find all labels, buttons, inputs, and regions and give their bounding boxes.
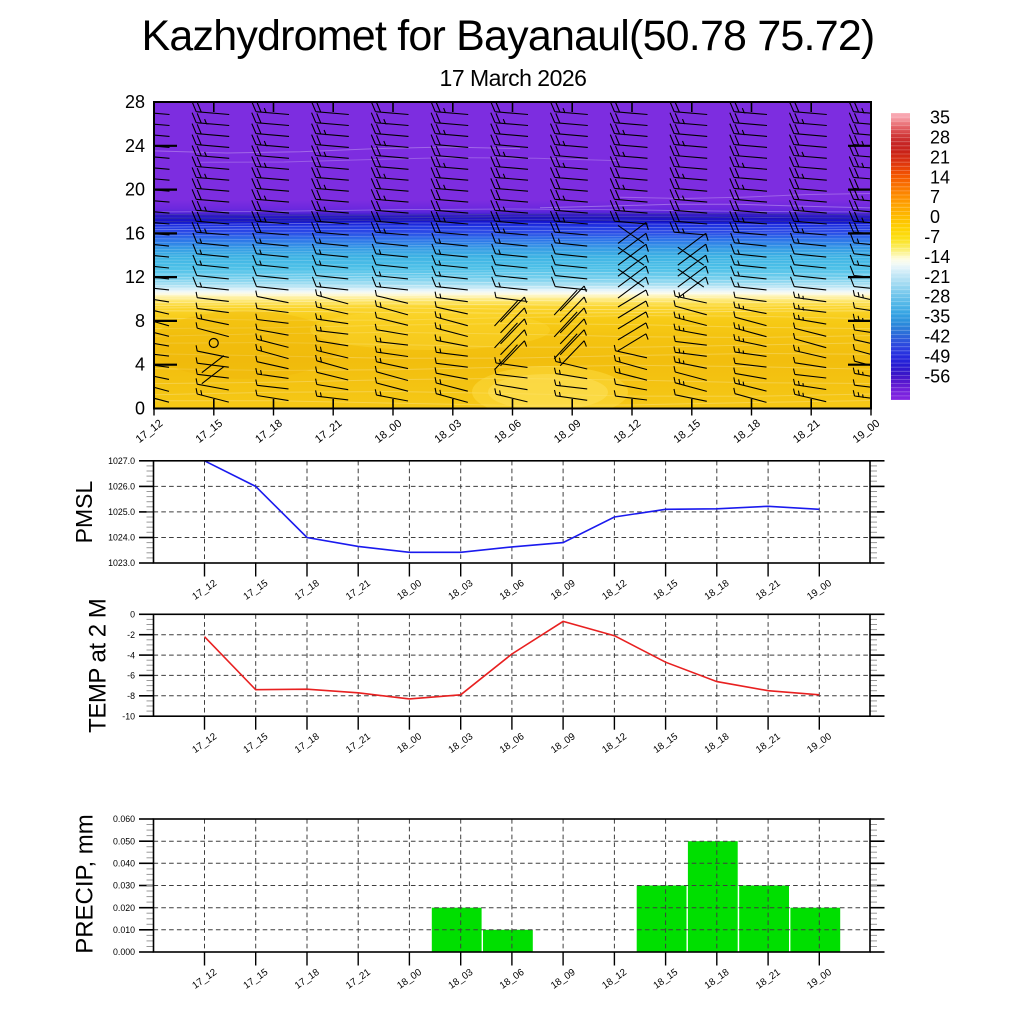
- svg-text:-35: -35: [924, 307, 950, 327]
- svg-text:14: 14: [930, 167, 950, 187]
- svg-text:0.060: 0.060: [113, 814, 135, 824]
- svg-text:-42: -42: [924, 327, 950, 347]
- svg-text:1025.0: 1025.0: [108, 507, 135, 517]
- svg-text:TEMP at 2 M: TEMP at 2 M: [85, 599, 112, 733]
- svg-text:28: 28: [125, 92, 145, 112]
- svg-text:-8: -8: [127, 691, 135, 701]
- svg-text:1023.0: 1023.0: [108, 558, 135, 568]
- svg-text:0: 0: [130, 610, 135, 620]
- svg-text:PRECIP, mm: PRECIP, mm: [71, 814, 98, 954]
- svg-text:0.010: 0.010: [113, 925, 135, 935]
- svg-text:PMSL: PMSL: [71, 480, 97, 543]
- svg-text:-14: -14: [924, 247, 950, 267]
- svg-text:12: 12: [125, 267, 145, 287]
- svg-text:17 March 2026: 17 March 2026: [440, 65, 587, 91]
- svg-text:0.030: 0.030: [113, 881, 135, 891]
- svg-text:1026.0: 1026.0: [108, 482, 135, 492]
- svg-text:7: 7: [930, 187, 940, 207]
- svg-text:20: 20: [125, 180, 145, 200]
- svg-text:28: 28: [930, 128, 950, 148]
- svg-text:-6: -6: [127, 671, 135, 681]
- svg-text:-4: -4: [127, 650, 135, 660]
- svg-text:0.020: 0.020: [113, 903, 135, 913]
- svg-text:0: 0: [930, 207, 940, 227]
- svg-text:16: 16: [125, 223, 145, 243]
- svg-text:-49: -49: [924, 346, 950, 366]
- svg-text:-21: -21: [924, 267, 950, 287]
- svg-text:4: 4: [135, 355, 145, 375]
- svg-text:1027.0: 1027.0: [108, 456, 135, 466]
- svg-text:0: 0: [135, 399, 145, 419]
- svg-text:-7: -7: [924, 227, 940, 247]
- svg-text:35: 35: [930, 108, 950, 128]
- svg-text:-10: -10: [122, 711, 135, 721]
- svg-text:21: 21: [930, 147, 950, 167]
- svg-text:-28: -28: [924, 287, 950, 307]
- svg-text:1024.0: 1024.0: [108, 533, 135, 543]
- svg-text:-56: -56: [924, 366, 950, 386]
- svg-text:8: 8: [135, 311, 145, 331]
- svg-text:-2: -2: [127, 630, 135, 640]
- svg-text:0.000: 0.000: [113, 947, 135, 957]
- svg-text:0.050: 0.050: [113, 836, 135, 846]
- svg-text:0.040: 0.040: [113, 859, 135, 869]
- svg-text:24: 24: [125, 136, 145, 156]
- svg-text:Kazhydromet for Bayanaul(50.78: Kazhydromet for Bayanaul(50.78 75.72): [142, 12, 875, 60]
